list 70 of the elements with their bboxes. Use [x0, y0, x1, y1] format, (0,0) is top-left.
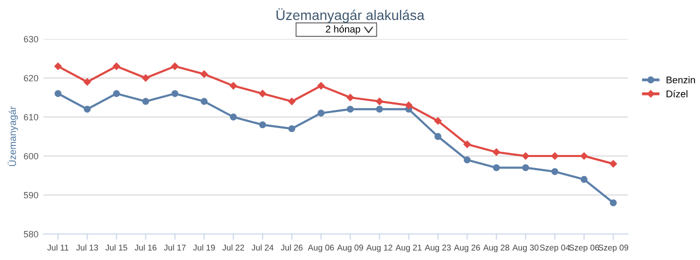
point: [230, 82, 238, 90]
y-tick-label: 630: [24, 36, 38, 42]
x-tick-label: Jul 24: [252, 244, 274, 251]
x-tick-label: Szep 04: [540, 244, 570, 252]
point: [200, 70, 208, 78]
point: [551, 152, 558, 160]
point: [376, 98, 384, 106]
x-tick-label: Jul 26: [280, 244, 303, 251]
point: [112, 90, 120, 98]
x-tick-label: Aug 28: [483, 244, 510, 252]
point: [405, 102, 412, 109]
y-tick-label: 600: [24, 152, 38, 160]
x-tick-label: Szep 06: [569, 244, 599, 252]
chart-title: Üzemanyagár alakulása: [276, 8, 425, 23]
point: [610, 199, 617, 206]
point: [258, 90, 266, 98]
point: [200, 98, 208, 105]
point: [84, 106, 91, 113]
point: [464, 156, 471, 164]
point: [580, 152, 588, 160]
point: [464, 140, 471, 148]
y-tick-label: 610: [24, 114, 38, 120]
x-tick-label: Aug 21: [396, 244, 422, 252]
x-tick-label: Szep 09: [598, 244, 628, 252]
x-tick-label: Jul 13: [76, 244, 98, 251]
point: [54, 90, 62, 98]
x-tick-label: Aug 06: [308, 244, 334, 252]
point: [112, 62, 120, 70]
y-tick-label: 620: [24, 74, 38, 82]
point: [522, 164, 530, 172]
point: [492, 148, 500, 156]
chart-subtitle: 2 hónap: [326, 25, 360, 34]
x-tick-label: Aug 12: [366, 244, 392, 252]
point: [142, 74, 150, 82]
point: [318, 110, 325, 117]
x-tick-label: Jul 22: [222, 244, 244, 251]
x-tick-label: Jul 11: [47, 244, 68, 251]
point: [142, 98, 150, 105]
point: [610, 160, 617, 168]
x-tick-label: Aug 30: [512, 244, 538, 252]
point: [522, 152, 530, 160]
x-tick-label: Aug 09: [337, 244, 364, 252]
y-axis-title: Üzemanyagár: [8, 106, 18, 166]
point: [84, 78, 91, 86]
x-tick-label: Aug 26: [454, 244, 480, 252]
point: [288, 98, 296, 106]
point: [376, 106, 383, 113]
point: [171, 62, 179, 70]
point: [346, 106, 354, 113]
y-tick-label: 580: [24, 230, 38, 238]
point: [492, 164, 500, 172]
point: [317, 82, 325, 90]
y-tick-label: 590: [24, 192, 38, 198]
x-tick-label: Jul 16: [134, 244, 156, 251]
point: [434, 117, 442, 125]
x-tick-label: Aug 23: [424, 244, 451, 252]
point: [434, 133, 442, 140]
x-tick-label: Jul 17: [164, 244, 186, 251]
legend-label: Dízel: [666, 90, 688, 98]
point: [288, 125, 296, 132]
point: [551, 168, 558, 176]
x-tick-label: Jul 15: [105, 244, 128, 251]
point: [230, 114, 237, 120]
point: [580, 176, 588, 183]
x-tick-label: Jul 19: [193, 244, 215, 251]
legend-label: Benzin: [666, 76, 695, 84]
point: [346, 94, 354, 102]
point: [54, 62, 62, 70]
point: [259, 121, 266, 128]
point: [171, 90, 178, 98]
